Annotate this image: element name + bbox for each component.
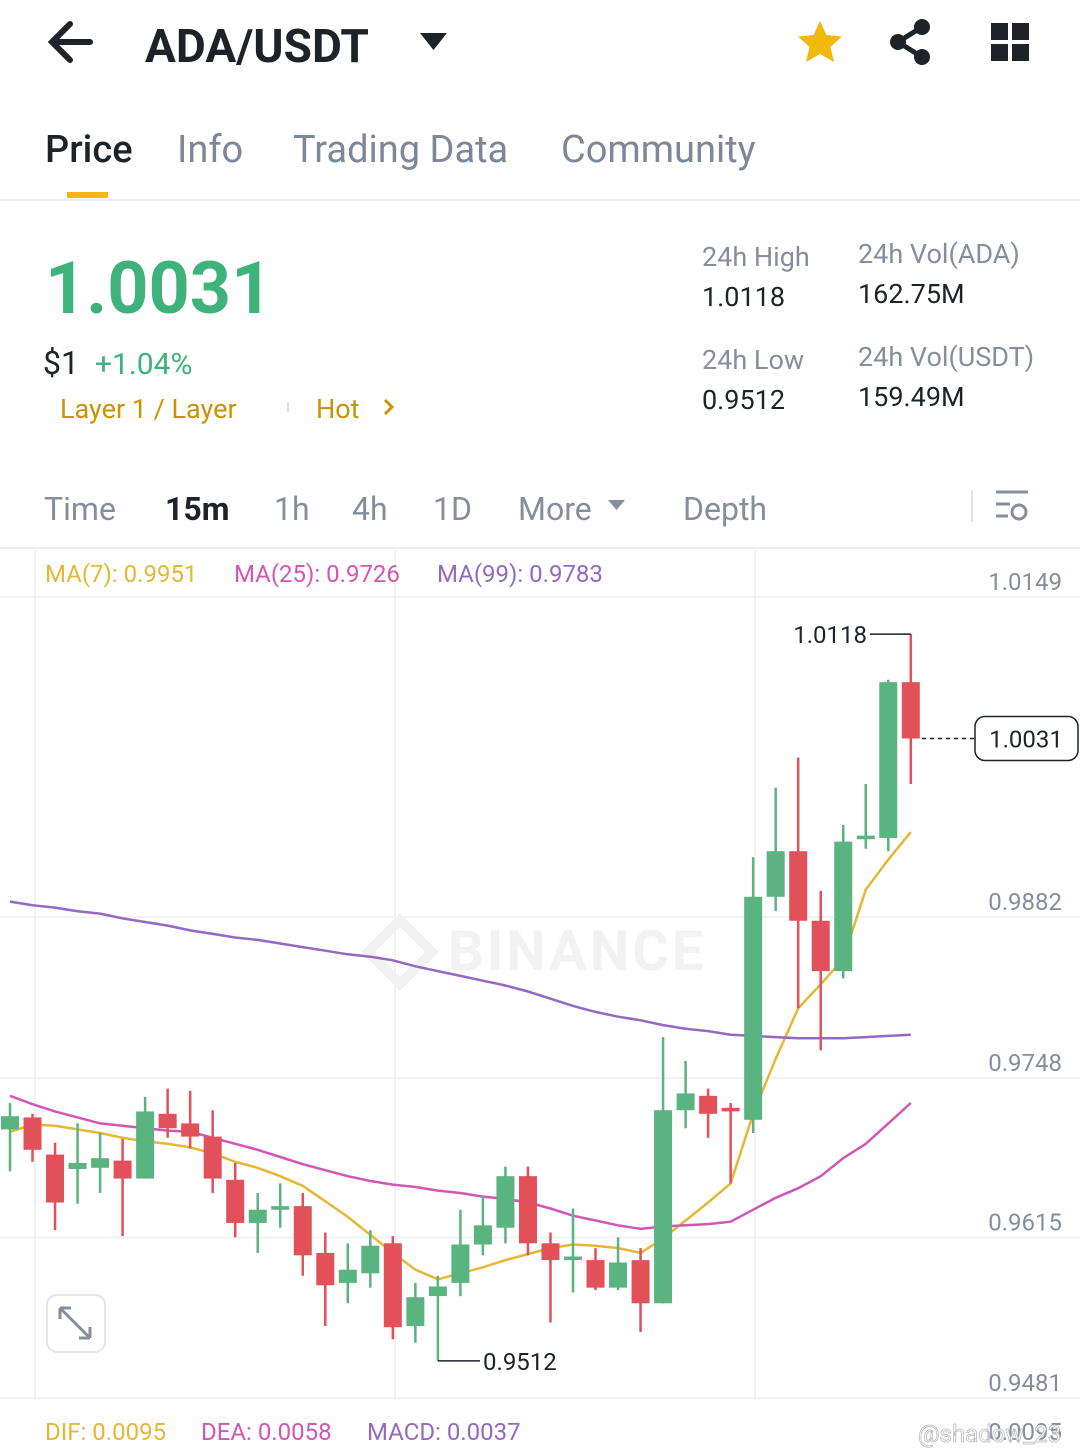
candle-body [136, 1111, 155, 1179]
candle-body [113, 1160, 132, 1179]
ma-line [9, 1094, 912, 1231]
y-tick-label: 1.0149 [988, 568, 1062, 596]
candle-body [541, 1243, 560, 1261]
candle-body [586, 1260, 605, 1288]
macd-axis-label: 0.0095 [988, 1418, 1062, 1446]
ma-legend: MA(99): 0.9783 [437, 560, 603, 588]
last-price-label: 1.0031 [989, 725, 1063, 753]
credit: @shadow_23 [918, 1420, 1061, 1448]
candle-body [181, 1123, 200, 1137]
candle-body [811, 920, 830, 972]
candle-body [293, 1206, 312, 1256]
candle-body [721, 1107, 740, 1112]
interval-tab[interactable]: Depth [683, 490, 767, 528]
more-dropdown[interactable] [608, 500, 625, 510]
candle-body [271, 1206, 290, 1210]
candle-body [338, 1269, 357, 1283]
candle-body [744, 896, 763, 1120]
candle-body [23, 1117, 42, 1150]
stat-label: 24h High [702, 241, 810, 273]
last-price-box [974, 715, 1079, 762]
price-change: +1.04% [95, 347, 193, 382]
tag[interactable]: Hot [316, 393, 360, 425]
stat-value: 162.75M [858, 278, 965, 310]
candle-body [496, 1176, 515, 1228]
tab[interactable]: Info [177, 128, 243, 172]
favorite-star[interactable] [798, 21, 842, 62]
candle-body [248, 1209, 267, 1223]
y-tick-label: 0.9748 [988, 1049, 1062, 1077]
ma-legend: MA(7): 0.9951 [45, 560, 197, 588]
stat-value: 159.49M [858, 381, 965, 413]
candle-body [158, 1113, 177, 1129]
back-button[interactable] [47, 21, 93, 63]
watermark: BINANCE [448, 918, 706, 984]
candle-body [766, 851, 785, 897]
high-label: 1.0118 [793, 621, 867, 649]
layout-button[interactable] [991, 23, 1029, 61]
tab[interactable]: Community [561, 128, 756, 172]
interval-tab[interactable]: Time [44, 490, 116, 528]
tab[interactable]: Price [45, 128, 133, 172]
candle-body [609, 1262, 628, 1288]
chevron [383, 398, 395, 416]
stat-label: 24h Low [702, 344, 804, 376]
macd-legend: DIF: 0.0095 [45, 1418, 166, 1446]
interval-tab[interactable]: 1h [274, 490, 310, 528]
interval-tab[interactable]: 1D [433, 490, 472, 528]
watermark-logo [360, 912, 440, 992]
candle-body [46, 1154, 65, 1203]
candle-body [91, 1158, 110, 1168]
macd-legend: MACD: 0.0037 [367, 1418, 521, 1446]
y-tick-label: 0.9615 [988, 1208, 1062, 1236]
candle-body [564, 1256, 582, 1261]
usd-price: $1 [43, 344, 79, 382]
candle-body [473, 1225, 492, 1245]
candlestick-chart: 1.0149 0.9882 0.9748 0.9615 0.9481 BINANCE MA(… [0, 550, 1080, 1448]
candle-body [856, 835, 875, 840]
candle-body [68, 1162, 87, 1169]
last-price: 1.0031 [45, 246, 272, 331]
candle-body [226, 1179, 245, 1223]
candle-body [451, 1244, 470, 1283]
candle-body [1, 1116, 19, 1130]
chart-settings[interactable] [996, 490, 1028, 521]
candle-body [901, 682, 920, 739]
interval-tab[interactable]: 15m [165, 490, 229, 528]
y-tick-label: 0.9481 [988, 1369, 1062, 1397]
stat-value: 0.9512 [702, 384, 785, 416]
candle-body [361, 1245, 380, 1274]
tab[interactable]: Trading Data [293, 128, 508, 172]
candle-body [834, 841, 853, 972]
candle-body [654, 1110, 673, 1304]
candle-body [428, 1286, 447, 1297]
candle-body [676, 1093, 695, 1111]
pair-title[interactable]: ADA/USDT [145, 20, 369, 74]
stat-label: 24h Vol(USDT) [858, 341, 1034, 373]
candle-body [406, 1297, 425, 1327]
stat-label: 24h Vol(ADA) [858, 238, 1020, 270]
candle-body [789, 851, 808, 921]
candle-body [383, 1243, 402, 1328]
candle-body [699, 1095, 718, 1114]
ma-legend: MA(25): 0.9726 [234, 560, 400, 588]
expand-button[interactable] [46, 1294, 106, 1353]
share-button[interactable] [890, 19, 930, 65]
y-tick-label: 0.9882 [988, 888, 1062, 916]
macd-legend: DEA: 0.0058 [201, 1418, 332, 1446]
low-label: 0.9512 [483, 1348, 557, 1376]
interval-tab[interactable]: More [518, 490, 592, 528]
candle-body [518, 1176, 537, 1244]
candle-body [879, 682, 898, 839]
tab-indicator [67, 192, 108, 198]
tag[interactable]: Layer 1 / Layer [60, 393, 237, 425]
pair-dropdown[interactable] [420, 33, 447, 50]
candle-body [203, 1136, 222, 1179]
interval-tab[interactable]: 4h [352, 490, 388, 528]
candle-body [631, 1260, 650, 1304]
stat-value: 1.0118 [702, 281, 785, 313]
candle-body [316, 1252, 335, 1286]
